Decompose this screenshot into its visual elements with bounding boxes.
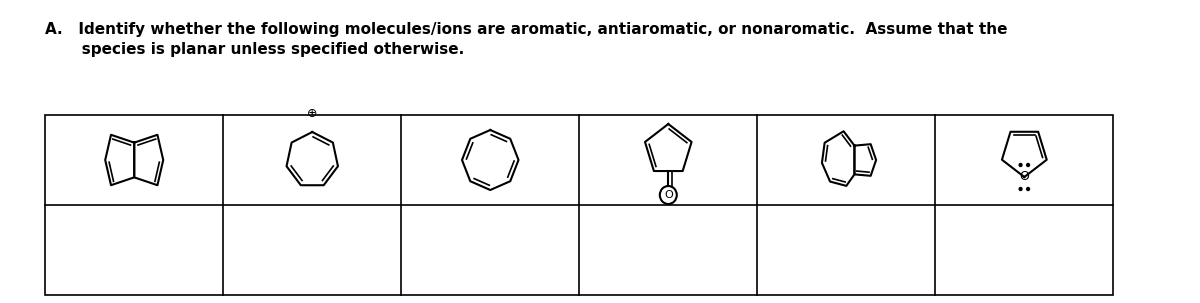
Text: O: O <box>664 190 673 200</box>
Circle shape <box>1019 164 1022 167</box>
Text: ⊕: ⊕ <box>307 107 318 120</box>
Text: A.   Identify whether the following molecules/ions are aromatic, antiaromatic, o: A. Identify whether the following molecu… <box>46 22 1008 37</box>
Circle shape <box>1027 188 1030 191</box>
Circle shape <box>1019 188 1022 191</box>
Bar <box>46 115 1114 295</box>
Text: species is planar unless specified otherwise.: species is planar unless specified other… <box>46 42 464 57</box>
Circle shape <box>1027 164 1030 167</box>
Text: O: O <box>1019 171 1030 184</box>
